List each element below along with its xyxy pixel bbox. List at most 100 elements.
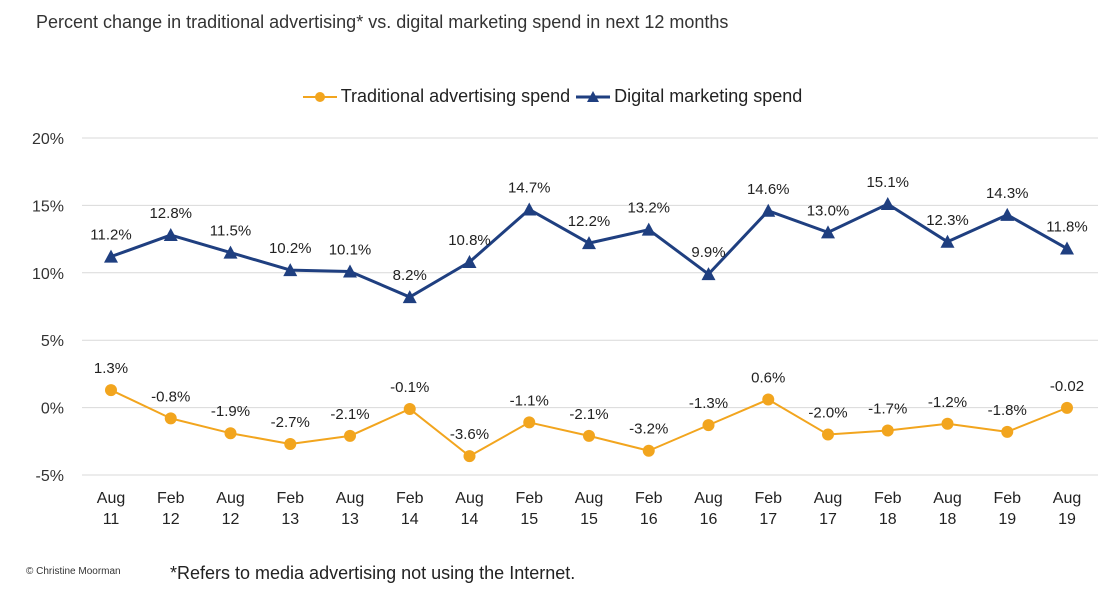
digital-data-label: 9.9% bbox=[691, 244, 725, 261]
digital-data-label: 11.2% bbox=[90, 227, 131, 244]
digital-data-point bbox=[1000, 207, 1015, 221]
traditional-data-label: -2.7% bbox=[271, 414, 310, 431]
digital-data-point bbox=[880, 197, 895, 211]
traditional-data-point bbox=[403, 402, 416, 415]
x-tick-label: Feb 12 bbox=[157, 490, 185, 528]
traditional-data-label: -1.8% bbox=[988, 402, 1027, 419]
traditional-data-label: -1.9% bbox=[211, 403, 250, 420]
traditional-data-point bbox=[642, 444, 655, 457]
x-tick-label: Feb 15 bbox=[515, 490, 543, 528]
traditional-data-point bbox=[881, 424, 894, 437]
traditional-data-point bbox=[164, 412, 177, 425]
x-tick-label: Aug 15 bbox=[575, 490, 603, 528]
traditional-data-label: 0.6% bbox=[751, 370, 785, 387]
digital-data-point bbox=[940, 234, 955, 248]
digital-data-label: 10.1% bbox=[329, 241, 372, 258]
chart-legend: Traditional advertising spend Digital ma… bbox=[0, 86, 1105, 107]
digital-data-label: 10.8% bbox=[448, 232, 491, 249]
legend-triangle-icon bbox=[576, 90, 611, 102]
traditional-data-label: -1.1% bbox=[510, 392, 549, 409]
x-tick-label: Feb 19 bbox=[993, 490, 1021, 528]
digital-data-label: 14.7% bbox=[508, 179, 551, 196]
digital-data-point bbox=[104, 249, 118, 263]
y-tick-label: 10% bbox=[32, 266, 64, 283]
y-tick-label: -5% bbox=[36, 468, 64, 485]
traditional-data-point bbox=[284, 437, 297, 450]
digital-data-point bbox=[223, 245, 238, 259]
digital-data-label: 14.3% bbox=[986, 185, 1029, 202]
digital-data-point bbox=[701, 267, 716, 281]
traditional-data-label: -3.2% bbox=[629, 421, 668, 438]
traditional-data-point bbox=[762, 393, 775, 406]
digital-data-point bbox=[163, 228, 178, 242]
traditional-data-point bbox=[105, 384, 117, 397]
legend-label-digital: Digital marketing spend bbox=[614, 86, 803, 106]
digital-data-label: 15.1% bbox=[866, 174, 909, 191]
digital-data-point bbox=[761, 203, 776, 217]
digital-data-point bbox=[821, 225, 835, 239]
digital-data-point bbox=[522, 202, 537, 216]
traditional-data-label: -2.1% bbox=[330, 406, 369, 423]
x-tick-label: Feb 18 bbox=[874, 490, 902, 528]
traditional-data-label: -0.02 bbox=[1050, 378, 1084, 395]
traditional-data-point bbox=[1061, 401, 1073, 414]
y-tick-label: 20% bbox=[32, 131, 64, 148]
digital-data-point bbox=[343, 264, 357, 278]
digital-data-label: 12.2% bbox=[568, 213, 611, 230]
legend-item-traditional: Traditional advertising spend bbox=[302, 86, 571, 107]
x-tick-label: Aug 18 bbox=[933, 490, 961, 528]
traditional-series-line bbox=[110, 389, 1068, 458]
x-tick-label: Aug 12 bbox=[216, 490, 244, 528]
legend-item-digital: Digital marketing spend bbox=[576, 86, 802, 107]
traditional-data-point bbox=[224, 427, 237, 440]
traditional-data-point bbox=[463, 450, 476, 463]
digital-data-point bbox=[462, 255, 477, 269]
traditional-data-label: -3.6% bbox=[450, 426, 489, 443]
traditional-data-label: -2.1% bbox=[569, 406, 608, 423]
traditional-data-label: -2.0% bbox=[808, 405, 847, 422]
x-tick-label: Aug 16 bbox=[694, 490, 722, 528]
traditional-data-point bbox=[822, 428, 834, 441]
digital-data-point bbox=[641, 222, 656, 236]
digital-data-label: 12.3% bbox=[926, 212, 969, 229]
traditional-data-label: -1.2% bbox=[928, 394, 967, 411]
copyright-notice: © Christine Moorman bbox=[26, 566, 121, 577]
digital-data-point bbox=[402, 290, 417, 304]
y-tick-label: 0% bbox=[41, 401, 64, 418]
digital-data-label: 13.2% bbox=[627, 200, 670, 217]
digital-data-label: 10.2% bbox=[269, 240, 312, 257]
traditional-data-label: 1.3% bbox=[94, 360, 128, 377]
traditional-data-point bbox=[941, 417, 954, 430]
legend-label-traditional: Traditional advertising spend bbox=[340, 86, 571, 106]
chart-title: Percent change in traditional advertisin… bbox=[36, 12, 729, 32]
digital-data-label: 13.0% bbox=[807, 202, 850, 219]
digital-data-label: 14.6% bbox=[747, 181, 790, 198]
x-tick-label: Feb 17 bbox=[754, 490, 782, 528]
digital-data-label: 11.5% bbox=[210, 223, 251, 240]
traditional-data-label: -0.1% bbox=[390, 379, 429, 396]
traditional-data-label: -1.3% bbox=[689, 395, 728, 412]
traditional-data-point bbox=[344, 429, 356, 442]
digital-data-point bbox=[582, 236, 596, 250]
x-tick-label: Feb 16 bbox=[635, 490, 663, 528]
digital-data-label: 12.8% bbox=[149, 205, 192, 222]
x-tick-label: Aug 13 bbox=[336, 490, 364, 528]
digital-data-point bbox=[1060, 241, 1074, 255]
x-tick-label: Feb 14 bbox=[396, 490, 424, 528]
x-tick-label: Aug 19 bbox=[1053, 490, 1081, 528]
y-tick-label: 5% bbox=[41, 333, 64, 350]
traditional-data-label: -0.8% bbox=[151, 388, 190, 405]
traditional-data-point bbox=[523, 416, 536, 429]
x-tick-label: Aug 11 bbox=[97, 490, 125, 528]
traditional-data-point bbox=[1001, 425, 1014, 438]
traditional-data-label: -1.7% bbox=[868, 401, 907, 418]
digital-data-point bbox=[283, 263, 298, 277]
x-tick-label: Aug 17 bbox=[814, 490, 842, 528]
legend-circle-icon bbox=[302, 91, 337, 102]
traditional-data-point bbox=[702, 419, 715, 432]
digital-data-label: 11.8% bbox=[1046, 219, 1087, 236]
y-tick-label: 15% bbox=[32, 198, 64, 215]
traditional-data-point bbox=[583, 429, 595, 442]
x-tick-label: Feb 13 bbox=[276, 490, 304, 528]
